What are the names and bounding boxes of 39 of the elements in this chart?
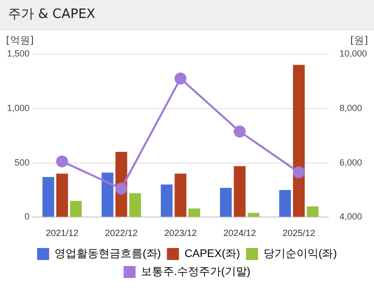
y2-tick-label: 8,000 <box>339 102 362 113</box>
bar <box>160 184 173 217</box>
y-tick-label: 0 <box>24 212 30 222</box>
x-tick-label: 2022/12 <box>105 228 138 238</box>
point <box>115 182 128 195</box>
x-tick-label: 2024/12 <box>223 228 256 238</box>
x-tick-label: 2023/12 <box>164 228 197 238</box>
legend-label: 영업활동현금흐름(좌) <box>54 248 161 260</box>
bar <box>279 190 291 217</box>
y2-tick-label: 10,000 <box>339 48 368 58</box>
y-tick-label: 500 <box>14 157 30 168</box>
bar <box>234 166 246 217</box>
point <box>292 166 305 178</box>
bar <box>220 188 232 217</box>
bar <box>102 172 114 217</box>
bar <box>174 174 186 217</box>
y2-tick-label: 6,000 <box>339 157 362 168</box>
y-axis-title: [억원] <box>6 36 34 47</box>
bar <box>56 174 68 217</box>
bar <box>306 206 319 217</box>
bar <box>129 193 141 217</box>
point <box>234 126 246 138</box>
y-tick-label: 1,500 <box>6 48 30 58</box>
y-tick-label: 1,000 <box>6 102 30 113</box>
bar <box>70 200 82 217</box>
point <box>174 72 186 84</box>
y2-tick-label: 4,000 <box>339 212 362 222</box>
bar <box>188 208 200 217</box>
legend-label: CAPEX(좌) <box>184 248 240 260</box>
bar <box>42 176 54 217</box>
bar <box>248 212 260 217</box>
x-tick-label: 2021/12 <box>46 228 78 238</box>
bar <box>293 64 305 217</box>
y2-axis-title: [원] <box>350 36 368 47</box>
x-tick-label: 2025/12 <box>282 228 316 238</box>
point <box>56 155 68 168</box>
legend-label: 당기순이익(좌) <box>264 248 337 260</box>
legend-label: 보통주.수정주가(기말) <box>141 266 250 278</box>
chart-title: 주가 & CAPEX <box>0 0 374 30</box>
